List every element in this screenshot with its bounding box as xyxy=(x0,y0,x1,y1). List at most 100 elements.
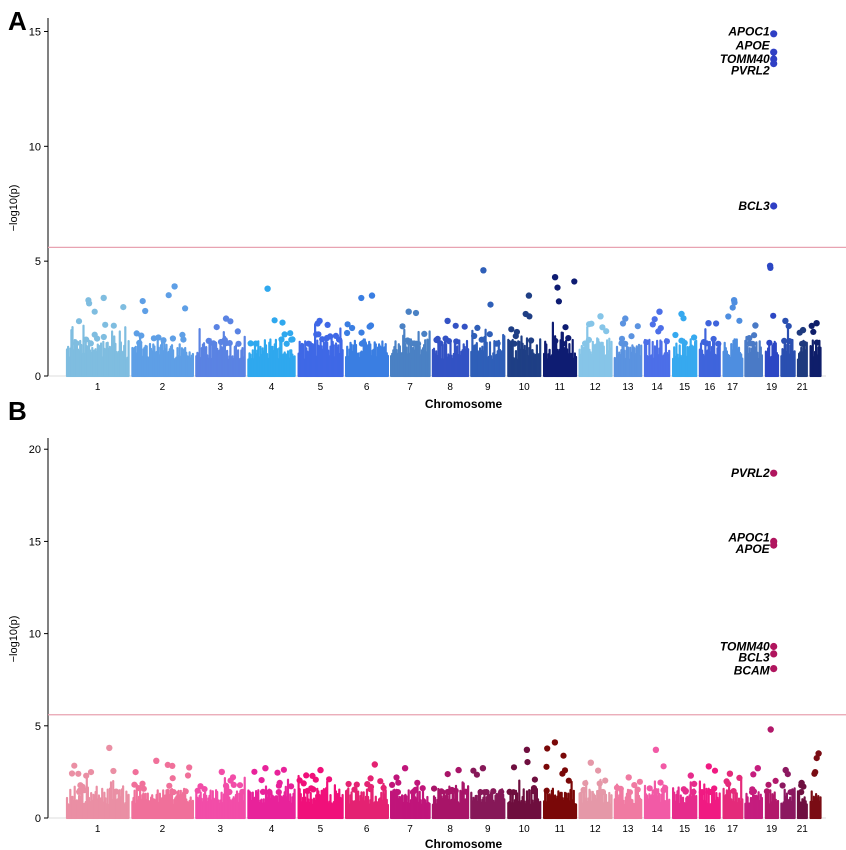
snp-peak xyxy=(622,315,629,322)
chromosome-9-points xyxy=(470,765,506,820)
chromosome-12-points xyxy=(578,313,613,378)
snp-point xyxy=(680,786,687,793)
snp-point xyxy=(71,762,78,769)
snp-point xyxy=(234,328,241,335)
snp-point xyxy=(531,776,539,783)
snp-point xyxy=(462,788,469,795)
chromosome-6-points xyxy=(344,292,389,378)
snp-point xyxy=(283,340,290,347)
snp-point xyxy=(779,782,786,789)
x-axis-title: Chromosome xyxy=(425,837,503,850)
snp-point xyxy=(434,335,441,342)
snp-point xyxy=(279,319,286,326)
snp-point xyxy=(251,768,258,775)
chromosome-17-points xyxy=(722,297,744,378)
snp-peak xyxy=(730,297,738,304)
snp-point xyxy=(351,786,358,793)
chromosome-label: 15 xyxy=(679,824,691,835)
snp-point xyxy=(580,786,587,794)
snp-point xyxy=(412,309,420,317)
snp-point xyxy=(321,789,328,796)
snp-point xyxy=(305,340,312,347)
snp-point xyxy=(332,332,339,339)
snp-peak xyxy=(262,765,269,772)
chromosome-label: 15 xyxy=(679,382,691,393)
snp-point xyxy=(86,300,93,307)
snp-peak xyxy=(264,285,271,292)
snp-point xyxy=(510,789,517,796)
snp-point xyxy=(287,330,294,337)
significant-snp-point xyxy=(770,665,778,673)
chromosome-label: 12 xyxy=(590,382,602,393)
gene-label: BCL3 xyxy=(738,651,770,665)
snp-point xyxy=(296,777,303,784)
y-tick-label: 5 xyxy=(35,256,41,268)
chromosome-19-points xyxy=(764,262,780,378)
snp-point xyxy=(613,784,621,791)
chromosome-label: 19 xyxy=(766,824,778,835)
chromosome-2-points xyxy=(131,283,194,378)
snp-peak xyxy=(171,283,178,290)
gene-label: TOMM40 xyxy=(720,52,770,66)
snp-point xyxy=(746,335,753,342)
gene-label: BCAM xyxy=(734,664,771,678)
snp-point xyxy=(358,340,365,347)
chromosome-18-points xyxy=(744,322,764,378)
snp-peak xyxy=(153,757,160,764)
chromosome-label: 8 xyxy=(447,824,453,835)
snp-point xyxy=(690,788,697,796)
gene-label: BCL3 xyxy=(738,199,770,213)
snp-point xyxy=(344,321,351,328)
y-axis-title: −log10(p) xyxy=(8,185,20,232)
snp-point xyxy=(544,745,551,752)
snp-point xyxy=(280,766,287,773)
snp-point xyxy=(453,338,460,345)
chromosome-label: 2 xyxy=(160,382,166,393)
snp-point xyxy=(526,313,533,320)
y-tick-label: 10 xyxy=(29,141,41,153)
snp-peak xyxy=(652,746,660,753)
snp-point xyxy=(247,340,254,347)
snp-point xyxy=(595,767,602,774)
snp-point xyxy=(421,330,428,337)
gene-label: PVRL2 xyxy=(731,64,770,78)
snp-point xyxy=(349,324,356,332)
snp-point xyxy=(634,786,641,793)
snp-point xyxy=(87,340,94,347)
snp-point xyxy=(68,770,76,777)
snp-point xyxy=(431,785,438,792)
snp-point xyxy=(389,781,396,789)
snp-point xyxy=(274,769,281,776)
snp-point xyxy=(91,308,98,315)
snp-point xyxy=(452,322,459,329)
snp-point xyxy=(138,332,145,339)
snp-point xyxy=(358,294,365,302)
y-tick-label: 0 xyxy=(35,813,41,825)
chromosome-label: 7 xyxy=(407,824,413,835)
snp-point xyxy=(75,770,82,777)
chromosome-14-points xyxy=(643,746,671,820)
chromosome-label: 1 xyxy=(95,382,101,393)
significant-snp-point xyxy=(770,469,778,477)
y-tick-label: 0 xyxy=(35,371,41,383)
chromosome-1-points xyxy=(65,294,130,378)
snp-point xyxy=(303,772,310,779)
chromosome-label: 6 xyxy=(364,824,370,835)
snp-point xyxy=(252,340,259,347)
snp-point xyxy=(643,339,650,346)
snp-point xyxy=(626,789,634,796)
snp-point xyxy=(487,301,494,308)
snp-point xyxy=(444,771,451,778)
snp-point xyxy=(660,763,667,770)
snp-point xyxy=(707,788,714,796)
snp-point xyxy=(166,782,173,789)
significant-snp-point xyxy=(770,650,778,658)
snp-point xyxy=(751,332,758,339)
snp-point xyxy=(543,787,550,794)
gene-label: TOMM40 xyxy=(720,640,770,654)
chromosome-label: 3 xyxy=(218,824,224,835)
chromosome-4-points xyxy=(247,285,296,378)
significant-snp-point xyxy=(770,642,778,651)
snp-point xyxy=(448,786,456,794)
